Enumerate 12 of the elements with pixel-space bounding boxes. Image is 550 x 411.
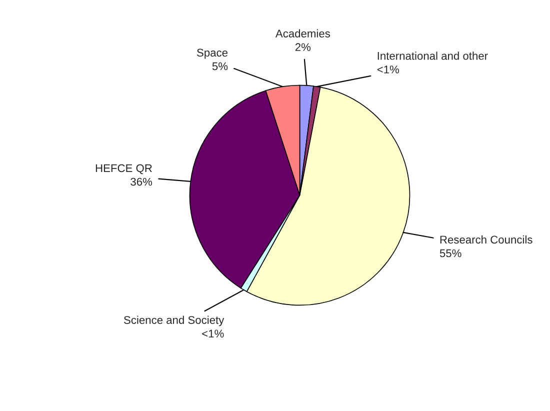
data-label: <1% — [202, 330, 224, 338]
slice-label: Science and Society — [124, 316, 224, 326]
slice-label: Space — [197, 48, 228, 59]
data-label: 36% — [130, 178, 152, 186]
slice-label: Research Councils — [440, 235, 532, 244]
data-label: <1% — [377, 66, 399, 74]
slice-label: HEFCE QR — [96, 164, 152, 174]
slice-label: Academies — [275, 29, 330, 38]
data-label: 5% — [212, 62, 228, 70]
data-label: 55% — [440, 249, 462, 258]
data-label: 2% — [295, 43, 311, 51]
slice-label: International and other — [378, 52, 488, 60]
